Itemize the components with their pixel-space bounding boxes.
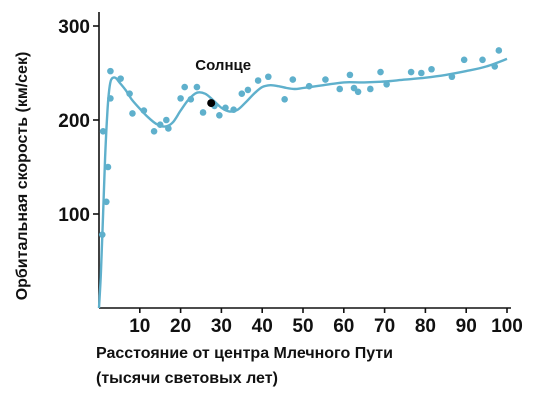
data-point: [126, 90, 133, 97]
x-tick-label: 10: [129, 316, 150, 337]
x-tick-label: 40: [252, 316, 273, 337]
data-point: [418, 69, 425, 77]
y-tick-label: 300: [58, 17, 90, 38]
x-axis-label-line2: (тысячи световых лет): [96, 370, 278, 387]
y-tick-label: 100: [58, 205, 90, 226]
y-tick-label: 200: [58, 111, 90, 132]
data-point: [346, 71, 354, 79]
x-tick-label: 50: [292, 316, 313, 337]
data-point: [107, 95, 114, 102]
data-point: [238, 90, 246, 97]
data-point: [460, 56, 468, 64]
data-point: [495, 47, 503, 54]
data-point: [281, 96, 288, 103]
points-layer: [98, 47, 503, 238]
data-point: [104, 163, 112, 171]
data-point: [479, 56, 486, 64]
x-tick-label: 70: [374, 316, 395, 337]
data-point: [305, 82, 313, 90]
data-point: [289, 76, 297, 83]
data-point: [156, 121, 164, 128]
rotation-curve-line: [97, 57, 508, 309]
data-point: [222, 104, 229, 112]
axes: [98, 12, 511, 309]
sun-marker: [207, 99, 216, 108]
data-point: [165, 125, 172, 132]
curve-layer: [97, 57, 508, 309]
data-point: [407, 68, 415, 76]
data-point: [140, 107, 148, 114]
data-point: [177, 95, 184, 102]
data-point: [163, 116, 170, 124]
data-point: [181, 83, 188, 91]
data-point: [367, 85, 374, 93]
data-point: [265, 73, 272, 81]
data-point: [322, 76, 329, 83]
data-point: [377, 68, 384, 76]
data-point: [129, 110, 136, 117]
data-point: [244, 86, 252, 94]
data-point: [99, 127, 107, 135]
data-point: [336, 85, 344, 93]
data-point: [216, 112, 223, 119]
x-tick-label: 20: [170, 316, 191, 337]
data-point: [103, 198, 110, 206]
sun-label: Солнце: [195, 57, 251, 74]
x-tick-label: 80: [415, 316, 436, 337]
data-point: [354, 88, 362, 96]
x-axis-label-line1: Расстояние от центра Млечного Пути: [96, 345, 393, 362]
data-point: [428, 65, 435, 73]
data-point: [117, 75, 124, 82]
x-tick-label: 90: [456, 316, 477, 337]
data-point: [98, 231, 106, 238]
data-point: [187, 96, 195, 103]
x-ticks: 10 20 30 40 50 60 70 80 90 100: [129, 308, 523, 337]
data-point: [491, 63, 499, 70]
y-axis-label: Орбитальная скорость (км/сек): [14, 52, 31, 301]
data-point: [254, 77, 262, 84]
x-tick-label: 100: [491, 316, 523, 337]
data-point: [199, 109, 207, 116]
annotation-layer: Солнце: [195, 57, 251, 108]
x-tick-label: 60: [333, 316, 354, 337]
x-tick-label: 30: [211, 316, 232, 337]
y-ticks: 100 200 300: [58, 17, 99, 226]
data-point: [193, 83, 201, 91]
data-point: [230, 106, 237, 113]
data-point: [107, 67, 114, 75]
data-point: [448, 73, 456, 81]
data-point: [150, 127, 158, 135]
data-point: [383, 80, 390, 88]
